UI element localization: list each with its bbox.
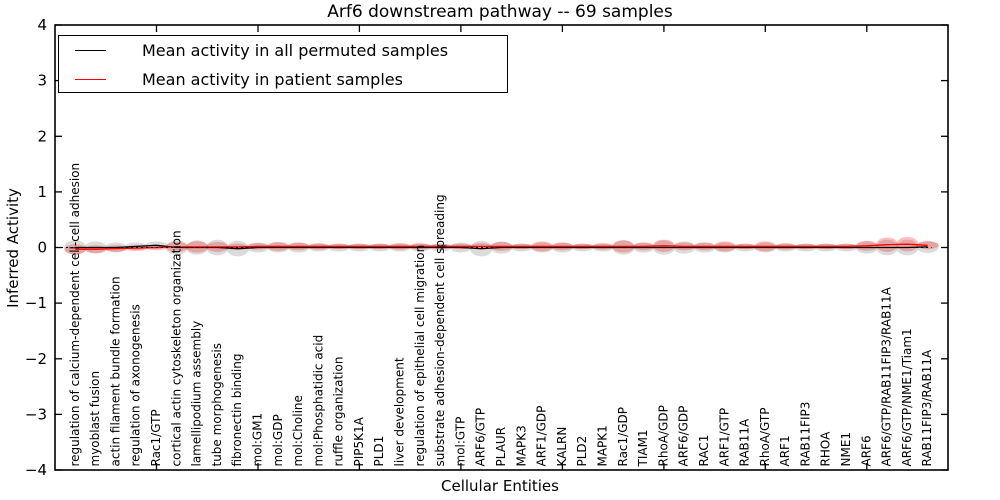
x-tick-label: mol:Choline bbox=[291, 395, 305, 466]
x-tick-label: PIP5K1A bbox=[352, 416, 366, 466]
x-tick-label: ruffle organization bbox=[332, 357, 346, 467]
legend-label: Mean activity in patient samples bbox=[142, 70, 403, 89]
x-tick-label: Rac1/GDP bbox=[616, 407, 630, 466]
x-tick-label: ARF6 bbox=[859, 435, 873, 466]
x-tick-label: ARF6/GTP/NME1/Tiam1 bbox=[900, 328, 914, 466]
y-tick-label: 1 bbox=[37, 183, 47, 201]
x-tick-label: regulation of epithelial cell migration bbox=[413, 245, 427, 467]
x-tick-label: PLD2 bbox=[575, 436, 589, 467]
x-tick-label: Rac1/GTP bbox=[149, 409, 163, 466]
y-tick-label: −2 bbox=[25, 350, 47, 368]
y-tick-label: 0 bbox=[37, 239, 47, 257]
x-tick-label: RAB11FIP3/RAB11A bbox=[920, 349, 934, 466]
x-tick-label: ARF1 bbox=[778, 435, 792, 466]
y-tick-label: 3 bbox=[37, 72, 47, 90]
legend-label: Mean activity in all permuted samples bbox=[142, 41, 449, 60]
x-tick-label: MAPK1 bbox=[596, 425, 610, 466]
legend-line-permuted-icon bbox=[75, 50, 106, 51]
legend-item: Mean activity in patient samples bbox=[59, 65, 507, 94]
x-tick-label: ARF1/GTP bbox=[717, 408, 731, 467]
chart-title: Arf6 downstream pathway -- 69 samples bbox=[327, 2, 673, 22]
legend-line-patient-icon bbox=[75, 79, 106, 80]
x-tick-label: regulation of axonogenesis bbox=[129, 304, 143, 466]
x-tick-label: TIAM1 bbox=[636, 429, 650, 467]
x-tick-label: MAPK3 bbox=[514, 425, 528, 466]
y-tick-label: −3 bbox=[25, 405, 47, 423]
x-tick-label: lamellipodium assembly bbox=[190, 321, 204, 467]
x-tick-label: tube morphogenesis bbox=[210, 343, 224, 466]
legend: Mean activity in all permuted samples Me… bbox=[58, 35, 508, 93]
x-tick-label: mol:Phosphatidic acid bbox=[311, 335, 325, 467]
y-tick-label: −1 bbox=[25, 294, 47, 312]
legend-item: Mean activity in all permuted samples bbox=[59, 36, 507, 65]
x-tick-label: RAC1 bbox=[697, 435, 711, 467]
y-tick-label: 2 bbox=[37, 127, 47, 145]
x-tick-label: ARF1/GDP bbox=[535, 406, 549, 467]
mean-line-patient bbox=[75, 243, 928, 250]
x-tick-label: mol:GTP bbox=[453, 417, 467, 467]
x-tick-label: RhoA/GTP bbox=[758, 408, 772, 467]
x-axis-label: Cellular Entities bbox=[441, 477, 559, 495]
x-tick-label: myoblast fusion bbox=[88, 371, 102, 467]
y-tick-label: −4 bbox=[25, 461, 47, 479]
y-tick-label: 4 bbox=[37, 16, 47, 34]
x-tick-label: PLD1 bbox=[372, 436, 386, 467]
x-tick-label: RhoA/GDP bbox=[656, 405, 670, 466]
x-tick-label: mol:GM1 bbox=[251, 413, 265, 467]
x-tick-label: PLAUR bbox=[494, 427, 508, 467]
x-tick-label: NME1 bbox=[839, 432, 853, 467]
x-tick-label: RAB11FIP3 bbox=[798, 402, 812, 467]
x-tick-label: ARF6/GTP bbox=[474, 408, 488, 467]
x-tick-label: regulation of calcium-dependent cell-cel… bbox=[68, 163, 82, 467]
x-tick-label: ARF6/GTP/RAB11FIP3/RAB11A bbox=[880, 286, 894, 466]
x-tick-label: mol:GDP bbox=[271, 414, 285, 466]
x-tick-label: cortical actin cytoskeleton organization bbox=[169, 230, 183, 466]
x-tick-label: substrate adhesion-dependent cell spread… bbox=[433, 194, 447, 466]
x-tick-label: fibronectin binding bbox=[230, 354, 244, 467]
x-tick-label: KALRN bbox=[555, 427, 569, 467]
x-tick-label: actin filament bundle formation bbox=[108, 276, 122, 466]
x-tick-label: ARF6/GDP bbox=[677, 406, 691, 467]
x-tick-label: RHOA bbox=[819, 431, 833, 467]
x-tick-label: RAB11A bbox=[738, 418, 752, 467]
x-tick-label: liver development bbox=[393, 357, 407, 466]
